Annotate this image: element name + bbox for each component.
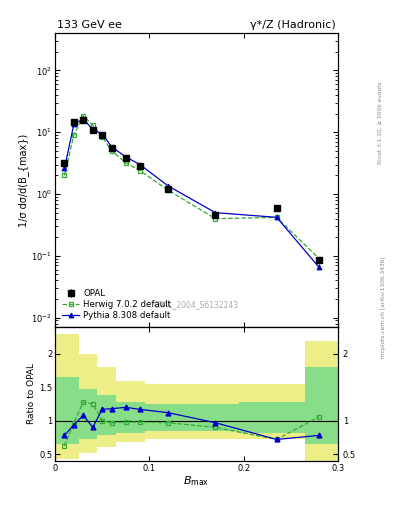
Pythia 8.308 default — [213, 209, 218, 216]
Bar — [69, 334, 79, 459]
Legend: OPAL, Herwig 7.0.2 default, Pythia 8.308 default: OPAL, Herwig 7.0.2 default, Pythia 8.308… — [59, 286, 174, 323]
Pythia 8.308 default — [109, 144, 114, 150]
Pythia 8.308 default — [123, 154, 128, 160]
Herwig 7.0.2 default — [166, 187, 171, 194]
Bar — [116, 402, 145, 433]
Pythia 8.308 default — [90, 126, 95, 133]
Herwig 7.0.2 default — [81, 113, 86, 119]
Herwig 7.0.2 default — [100, 134, 105, 140]
Herwig 7.0.2 default — [274, 214, 279, 220]
Bar — [79, 354, 97, 453]
Pythia 8.308 default — [166, 183, 171, 189]
Herwig 7.0.2 default — [123, 160, 128, 166]
Pythia 8.308 default — [72, 121, 76, 127]
Line: Pythia 8.308 default: Pythia 8.308 default — [62, 116, 321, 270]
Text: OPAL_2004_S6132243: OPAL_2004_S6132243 — [154, 301, 239, 310]
Herwig 7.0.2 default — [72, 132, 76, 138]
Bar — [192, 404, 239, 431]
Bar — [305, 367, 338, 444]
X-axis label: $B_\mathrm{max}$: $B_\mathrm{max}$ — [184, 474, 209, 488]
Herwig 7.0.2 default — [317, 255, 321, 262]
Pythia 8.308 default — [317, 264, 321, 270]
Herwig 7.0.2 default — [213, 216, 218, 222]
Bar — [145, 384, 192, 439]
Y-axis label: 1/σ dσ/d(B_{max}): 1/σ dσ/d(B_{max}) — [18, 134, 29, 227]
Line: Herwig 7.0.2 default: Herwig 7.0.2 default — [62, 113, 321, 261]
Bar — [97, 395, 116, 435]
Herwig 7.0.2 default — [109, 148, 114, 154]
Pythia 8.308 default — [274, 214, 279, 220]
Bar — [97, 367, 116, 447]
Herwig 7.0.2 default — [90, 122, 95, 129]
Herwig 7.0.2 default — [62, 173, 67, 179]
Text: γ*/Z (Hadronic): γ*/Z (Hadronic) — [250, 19, 336, 30]
Pythia 8.308 default — [62, 165, 67, 172]
Bar — [116, 380, 145, 442]
Bar — [79, 389, 97, 439]
Pythia 8.308 default — [138, 161, 142, 167]
Bar — [69, 377, 79, 444]
Text: Rivet 3.1.10, ≥ 500k events: Rivet 3.1.10, ≥ 500k events — [378, 81, 383, 164]
Y-axis label: Ratio to OPAL: Ratio to OPAL — [28, 364, 36, 424]
Bar — [192, 384, 239, 439]
Pythia 8.308 default — [100, 131, 105, 137]
Herwig 7.0.2 default — [138, 167, 142, 174]
Bar — [55, 377, 69, 444]
Bar — [239, 384, 305, 439]
Bar — [305, 340, 338, 461]
Text: mcplots.cern.ch [arXiv:1306.3436]: mcplots.cern.ch [arXiv:1306.3436] — [381, 257, 386, 358]
Pythia 8.308 default — [81, 116, 86, 122]
Bar — [239, 402, 305, 433]
Text: 133 GeV ee: 133 GeV ee — [57, 19, 122, 30]
Bar — [55, 334, 69, 459]
Bar — [145, 404, 192, 431]
